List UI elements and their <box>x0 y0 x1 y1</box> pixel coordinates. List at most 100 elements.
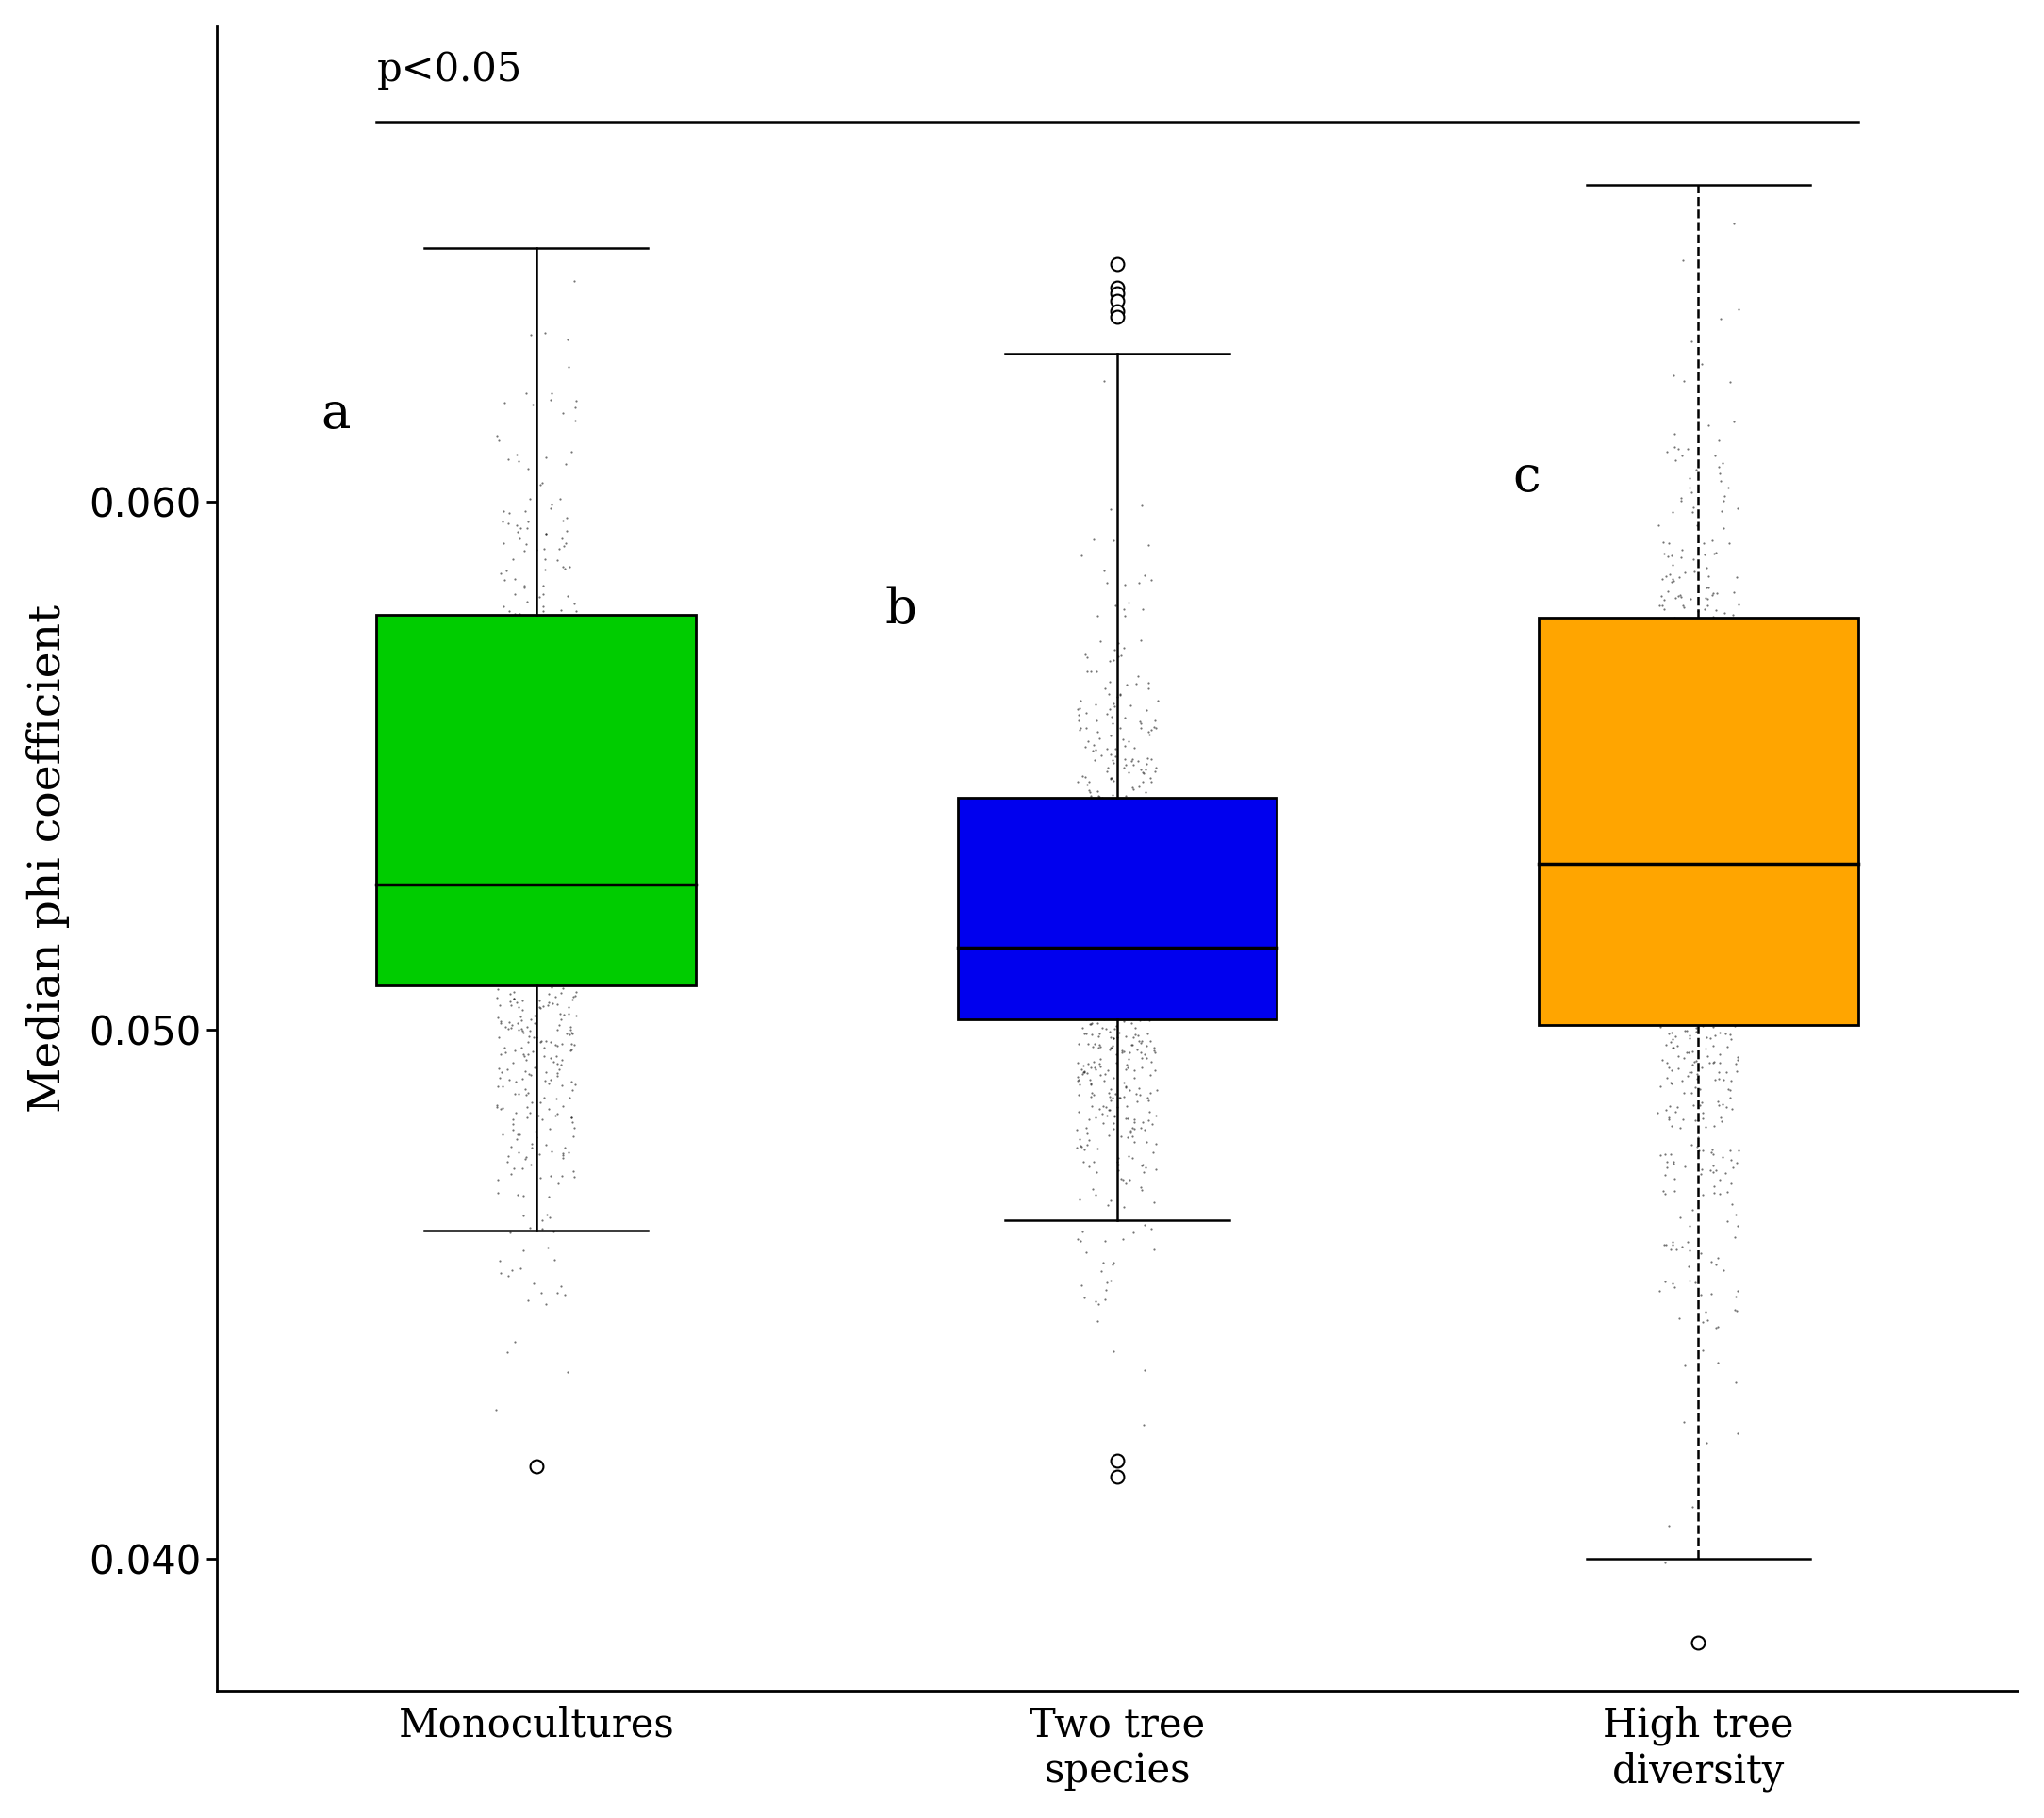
Point <box>1085 1002 1118 1031</box>
Point <box>1674 916 1707 945</box>
Point <box>1085 824 1118 853</box>
Point <box>499 827 531 856</box>
Point <box>1126 798 1159 827</box>
Point <box>480 931 513 960</box>
Point <box>554 1067 587 1096</box>
Point <box>533 798 566 827</box>
Point <box>1124 1005 1157 1034</box>
Point <box>505 1002 538 1031</box>
Point <box>546 793 578 822</box>
Point <box>1697 664 1729 693</box>
Point <box>1134 565 1167 594</box>
Point <box>1688 989 1721 1018</box>
Point <box>1108 980 1141 1009</box>
Point <box>1126 978 1159 1007</box>
Point <box>1694 664 1727 693</box>
Point <box>1114 1031 1147 1060</box>
Point <box>1087 556 1120 585</box>
Point <box>482 618 515 647</box>
Point <box>1645 642 1678 671</box>
Point <box>1083 1033 1116 1062</box>
Point <box>538 824 570 853</box>
Point <box>1678 1105 1711 1134</box>
Point <box>1100 1080 1132 1109</box>
Point <box>546 1045 578 1074</box>
Point <box>1112 798 1145 827</box>
Point <box>1136 831 1169 860</box>
Point <box>1134 1214 1167 1244</box>
Point <box>1083 1060 1116 1089</box>
Point <box>1104 640 1136 669</box>
Point <box>1690 553 1723 582</box>
Point <box>1699 1022 1731 1051</box>
Point <box>1100 1013 1132 1042</box>
Point <box>529 925 562 954</box>
Point <box>489 1038 521 1067</box>
Point <box>1077 885 1110 914</box>
Point <box>1705 864 1737 893</box>
Point <box>536 784 568 813</box>
Point <box>533 1114 566 1144</box>
Point <box>495 1133 527 1162</box>
Point <box>1701 951 1733 980</box>
Point <box>1641 511 1674 540</box>
Point <box>1656 1111 1688 1140</box>
Point <box>1116 998 1149 1027</box>
Point <box>1660 927 1692 956</box>
Point <box>517 678 550 707</box>
Point <box>525 907 558 936</box>
Point <box>519 700 552 729</box>
Point <box>1688 584 1721 613</box>
Point <box>489 733 521 762</box>
Point <box>499 1098 531 1127</box>
Point <box>1680 1016 1713 1045</box>
Point <box>1124 714 1157 744</box>
Point <box>1094 1122 1126 1151</box>
Point <box>552 829 585 858</box>
Point <box>560 609 593 638</box>
Point <box>1670 965 1703 994</box>
Point <box>1094 936 1126 965</box>
Point <box>1650 562 1682 591</box>
Point <box>1120 669 1153 698</box>
Point <box>503 644 536 673</box>
Point <box>501 894 533 924</box>
Point <box>1063 1029 1096 1058</box>
Point <box>536 864 568 893</box>
Point <box>1091 1191 1124 1220</box>
Point <box>519 1124 552 1153</box>
Point <box>1664 544 1697 573</box>
Point <box>1116 956 1149 985</box>
Point <box>519 1116 552 1145</box>
Point <box>1073 976 1106 1005</box>
Point <box>1686 1104 1719 1133</box>
Point <box>491 634 523 664</box>
Point <box>1717 1013 1750 1042</box>
Point <box>552 1358 585 1387</box>
Point <box>1660 722 1692 751</box>
Point <box>1645 889 1678 918</box>
Point <box>1672 667 1705 696</box>
Point <box>542 840 574 869</box>
Point <box>529 520 562 549</box>
Point <box>1139 813 1171 842</box>
Point <box>1641 736 1674 765</box>
Point <box>560 785 593 814</box>
Point <box>515 1133 548 1162</box>
Point <box>1680 1045 1713 1074</box>
Point <box>1703 793 1735 822</box>
Point <box>1711 1058 1744 1087</box>
Point <box>1081 842 1114 871</box>
Point <box>489 947 521 976</box>
Point <box>1692 765 1725 794</box>
Point <box>1079 951 1112 980</box>
Point <box>1128 560 1161 589</box>
Point <box>1676 936 1709 965</box>
Point <box>1672 907 1705 936</box>
Point <box>1678 1007 1711 1036</box>
Point <box>1094 964 1126 993</box>
Point <box>1073 656 1106 685</box>
Point <box>489 918 521 947</box>
Point <box>1106 1122 1139 1151</box>
Point <box>1079 1053 1112 1082</box>
